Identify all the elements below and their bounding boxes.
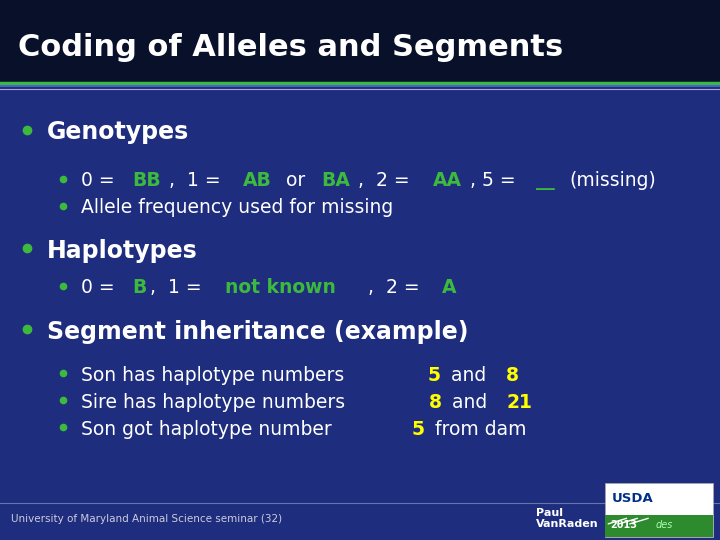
Text: Haplotypes: Haplotypes [47, 239, 197, 263]
Text: ,  2 =: , 2 = [358, 171, 415, 191]
Text: 5: 5 [428, 366, 441, 385]
Text: Allele frequency used for missing: Allele frequency used for missing [81, 198, 393, 218]
Text: Segment inheritance (example): Segment inheritance (example) [47, 320, 468, 344]
Text: A: A [442, 278, 456, 298]
Text: BB: BB [132, 171, 161, 191]
Text: B: B [132, 278, 146, 298]
Bar [605, 483, 713, 537]
Text: 0 =: 0 = [81, 278, 120, 298]
Text: ,  1 =: , 1 = [150, 278, 208, 298]
Text: and: and [445, 366, 492, 385]
Text: not known: not known [225, 278, 336, 298]
Text: University of Maryland Animal Science seminar (32): University of Maryland Animal Science se… [11, 515, 282, 524]
Text: Genotypes: Genotypes [47, 120, 189, 144]
Text: Son got haplotype number: Son got haplotype number [81, 420, 338, 439]
Text: or: or [281, 171, 312, 191]
Text: Sire has haplotype numbers: Sire has haplotype numbers [81, 393, 351, 412]
Text: (missing): (missing) [569, 171, 656, 191]
Text: ,  1 =: , 1 = [169, 171, 227, 191]
Text: AB: AB [243, 171, 272, 191]
Text: USDA: USDA [612, 492, 654, 505]
Text: Paul
VanRaden: Paul VanRaden [536, 508, 599, 529]
Text: BA: BA [321, 171, 350, 191]
Text: 8: 8 [429, 393, 442, 412]
Text: 0 =: 0 = [81, 171, 120, 191]
Text: 2013: 2013 [611, 521, 638, 530]
Text: , 5 =: , 5 = [470, 171, 521, 191]
Text: __: __ [536, 171, 562, 191]
Text: Son has haplotype numbers: Son has haplotype numbers [81, 366, 350, 385]
Text: AA: AA [433, 171, 462, 191]
Text: des: des [655, 521, 672, 530]
Bar [605, 515, 713, 537]
Text: from dam: from dam [428, 420, 526, 439]
Bar [0, 0, 720, 87]
Text: 21: 21 [507, 393, 533, 412]
Text: 5: 5 [412, 420, 425, 439]
Text: ,  2 =: , 2 = [368, 278, 426, 298]
Text: and: and [446, 393, 493, 412]
Text: 8: 8 [506, 366, 519, 385]
Text: Coding of Alleles and Segments: Coding of Alleles and Segments [18, 33, 563, 62]
